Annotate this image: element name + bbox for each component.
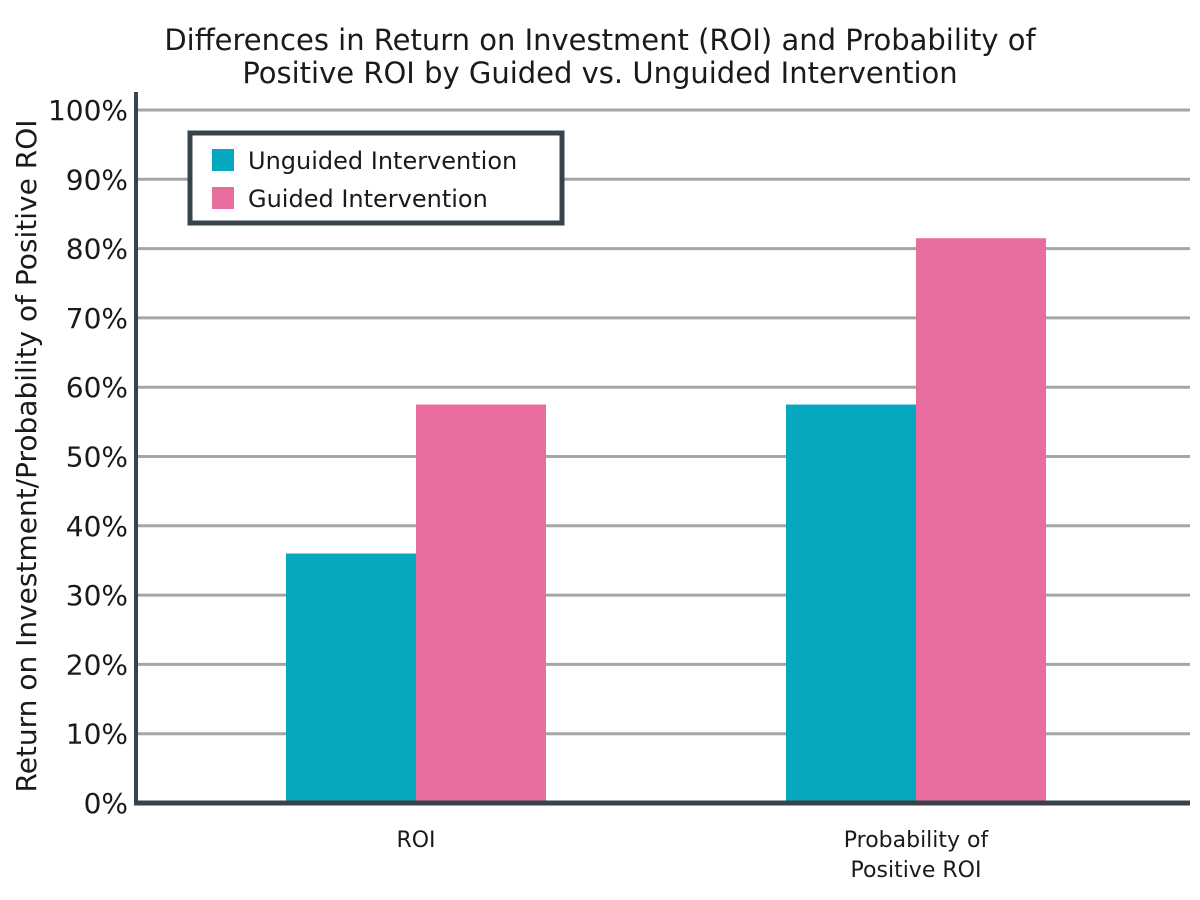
bar-unguided-intervention — [286, 553, 416, 803]
y-tick-label: 20% — [66, 648, 128, 681]
y-tick-label: 40% — [66, 510, 128, 543]
x-axis-ticks: ROI Probability of Positive ROI — [396, 828, 989, 883]
chart-title-line: Differences in Return on Investment (ROI… — [164, 23, 1036, 57]
legend-box — [187, 130, 565, 226]
bar-guided-intervention — [416, 404, 546, 803]
chart-title-line: Positive ROI by Guided vs. Unguided Inte… — [242, 56, 957, 90]
y-tick-label: 90% — [66, 163, 128, 196]
bar-guided-intervention — [916, 238, 1046, 803]
y-tick-label: 100% — [48, 94, 128, 127]
legend-entry: Guided Intervention — [248, 185, 488, 213]
bar-unguided-intervention — [786, 404, 916, 803]
legend-entry: Unguided Intervention — [248, 147, 517, 175]
y-tick-label: 60% — [66, 371, 128, 404]
y-tick-label: 80% — [66, 233, 128, 266]
x-tick-label: ROI — [396, 828, 435, 853]
chart-title: Differences in Return on Investment (ROI… — [164, 23, 1036, 90]
x-tick-label: Positive ROI — [851, 858, 982, 883]
y-axis-label: Return on Investment/Probability of Posi… — [10, 119, 43, 792]
y-tick-label: 0% — [84, 787, 128, 820]
y-axis-label-group: Return on Investment/Probability of Posi… — [10, 119, 43, 792]
y-tick-label: 70% — [66, 302, 128, 335]
legend-swatch — [212, 149, 234, 171]
y-tick-label: 30% — [66, 579, 128, 612]
axes — [134, 92, 1190, 806]
y-axis-ticks: 0% 10% 20% 30% 40% 50% 60% 70% 80% 90% 100% — [48, 94, 128, 820]
bars — [286, 238, 1046, 803]
legend: Unguided Intervention Guided Intervention — [187, 130, 565, 226]
legend-swatch — [212, 187, 234, 209]
y-tick-label: 10% — [66, 718, 128, 751]
x-tick-label: Probability of — [844, 828, 990, 853]
y-tick-label: 50% — [66, 441, 128, 474]
